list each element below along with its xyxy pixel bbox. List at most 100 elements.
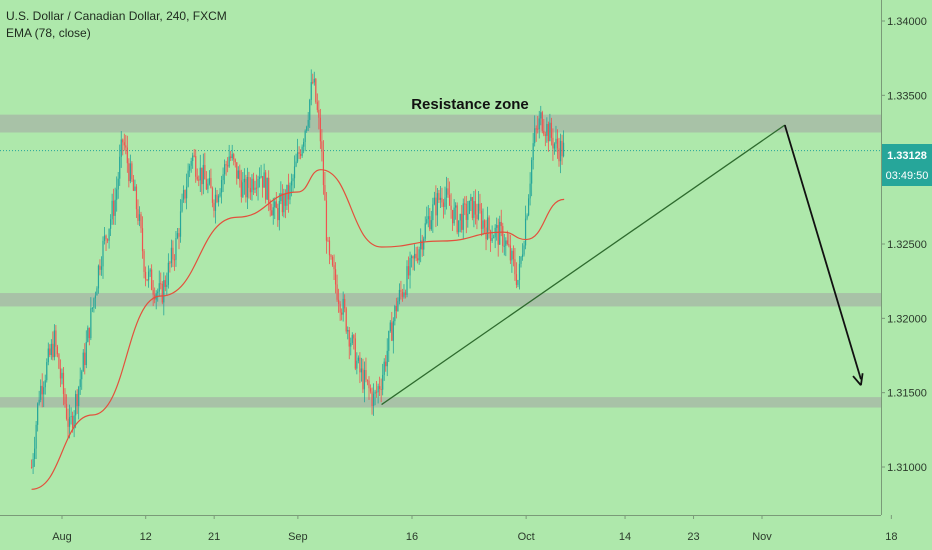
candle-body <box>290 181 293 186</box>
candle <box>412 255 414 271</box>
candle <box>192 152 194 169</box>
price-tick-label: 1.31000 <box>887 462 927 474</box>
candle-body <box>312 82 314 84</box>
candle-body <box>88 327 90 339</box>
candle <box>167 253 169 289</box>
candle <box>499 215 501 245</box>
candle <box>236 162 238 185</box>
candle-body <box>535 128 537 130</box>
candle <box>274 197 276 220</box>
candle-body <box>275 201 277 209</box>
candle-body <box>135 186 138 210</box>
candle <box>385 355 387 372</box>
candle <box>91 307 93 313</box>
candle-body <box>99 265 101 270</box>
candle <box>211 186 214 208</box>
candle-body <box>173 259 176 261</box>
candle <box>163 272 165 316</box>
candle <box>392 317 394 354</box>
candle-body <box>417 258 419 261</box>
candle <box>535 125 537 142</box>
candle <box>376 380 378 398</box>
time-tick-label: 18 <box>885 531 897 543</box>
candle-body <box>56 346 59 355</box>
candle <box>447 178 449 198</box>
candle-body <box>433 197 435 205</box>
candle-body <box>178 233 180 237</box>
candle-body <box>383 361 385 375</box>
time-tick-label: Nov <box>752 531 772 543</box>
price-tick-label: 1.32000 <box>887 313 927 325</box>
candle-body <box>448 194 451 206</box>
candle <box>49 344 51 358</box>
candle <box>137 199 139 225</box>
candle-body <box>476 214 478 220</box>
candle <box>485 219 487 251</box>
candle-body <box>237 170 239 179</box>
candle <box>100 256 103 276</box>
candle-body <box>163 280 165 303</box>
candle-body <box>377 386 379 393</box>
price-tick-label: 1.33500 <box>887 90 927 102</box>
candle <box>491 225 493 243</box>
candle <box>324 171 326 201</box>
candle-body <box>292 178 294 182</box>
candle <box>181 193 183 213</box>
candle <box>482 208 484 236</box>
candle <box>526 213 528 221</box>
candle-body <box>167 262 169 285</box>
candle-body <box>120 139 122 157</box>
candle <box>103 226 106 245</box>
candle <box>225 160 227 176</box>
candle-body <box>356 360 358 369</box>
candle <box>336 274 338 302</box>
candle <box>38 390 40 406</box>
candle-body <box>113 200 115 216</box>
candle-body <box>518 263 521 281</box>
candle-body <box>310 82 312 100</box>
candle-body <box>102 240 104 267</box>
candle-body <box>151 269 153 290</box>
candle-body <box>265 172 267 200</box>
candle-body <box>529 183 531 199</box>
candle-body <box>103 235 106 241</box>
candle-body <box>464 203 466 205</box>
ascending-trendline <box>381 124 786 406</box>
candle-body <box>182 190 185 200</box>
candle-body <box>211 188 214 203</box>
candle <box>532 132 534 170</box>
candle-body <box>500 221 502 227</box>
candle <box>132 175 135 191</box>
candle <box>330 253 332 260</box>
candle <box>102 236 104 279</box>
candle-body <box>552 137 554 149</box>
candle <box>544 131 546 147</box>
candle-body <box>344 298 346 309</box>
candle-body <box>224 164 226 175</box>
candle <box>286 184 288 211</box>
candle-body <box>254 187 256 190</box>
candle <box>505 237 507 257</box>
candle <box>205 171 207 191</box>
candle <box>351 332 353 345</box>
candle <box>524 205 527 250</box>
candle-body <box>132 179 135 191</box>
candle-body <box>284 193 287 206</box>
candle <box>480 202 483 237</box>
candle-body <box>219 192 221 197</box>
candle-body <box>35 424 37 449</box>
candle <box>187 163 189 188</box>
candle <box>97 264 100 294</box>
candle-body <box>424 223 426 239</box>
current-price-tag: 1.33128 03:49:50 <box>882 144 932 186</box>
candle-body <box>205 179 207 190</box>
candle <box>79 367 81 395</box>
candle-body <box>234 159 236 163</box>
candle <box>75 390 77 429</box>
candle <box>289 182 291 205</box>
candle-body <box>140 214 142 229</box>
candle <box>523 240 525 257</box>
candle-body <box>371 391 373 406</box>
candle-body <box>508 244 510 246</box>
